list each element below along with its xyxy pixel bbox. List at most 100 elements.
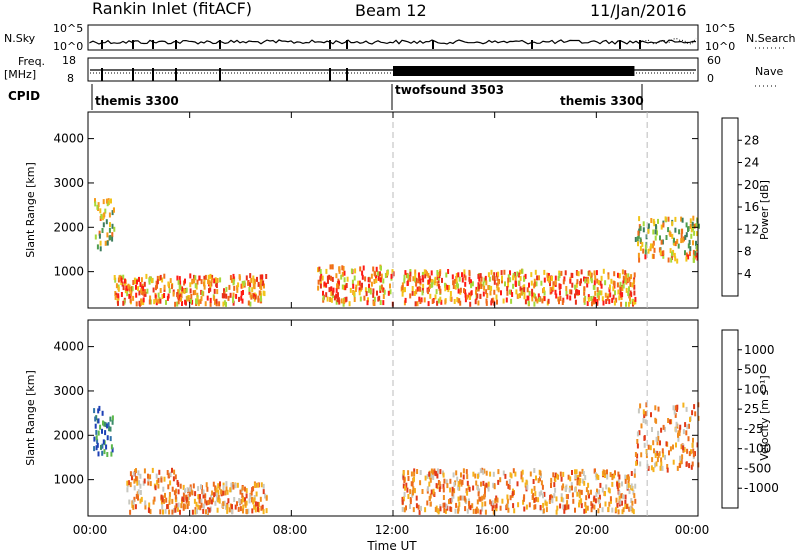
rti-cell — [574, 299, 577, 305]
rti-cell — [598, 290, 601, 296]
rti-cell — [132, 504, 135, 510]
rti-cell — [258, 290, 261, 296]
rti-cell — [690, 449, 692, 455]
rti-cell — [657, 435, 660, 441]
rti-cell — [674, 227, 677, 233]
rti-cell — [652, 243, 654, 249]
rti-cell — [156, 279, 159, 285]
rti-cell — [171, 284, 173, 290]
rti-cell — [390, 273, 393, 279]
rti-cell — [605, 299, 608, 304]
cpid-strip: CPID themis 3300 twofsound 3503 themis 3… — [8, 83, 644, 110]
rti-cell — [252, 486, 255, 492]
rti-cell — [480, 481, 482, 487]
rti-cell — [331, 276, 334, 282]
rti-cell — [242, 290, 244, 295]
rti-cell — [687, 226, 690, 232]
rti-cell — [127, 480, 130, 486]
rti-cell — [503, 269, 506, 275]
rti-cell — [619, 499, 622, 505]
rti-cell — [508, 289, 511, 295]
rti-cell — [577, 479, 580, 485]
rti-cell — [439, 296, 442, 302]
rti-cell — [491, 275, 494, 281]
rti-cell — [688, 451, 691, 457]
rti-cell — [647, 223, 650, 229]
rti-cell — [654, 235, 657, 241]
rti-cell — [532, 292, 535, 298]
rti-cell — [501, 278, 503, 284]
rti-cell — [154, 485, 157, 491]
rti-cell — [171, 498, 174, 504]
rti-cell — [414, 301, 417, 307]
rti-cell — [506, 498, 509, 504]
rti-cell — [446, 483, 449, 489]
x-tick-3: 12:00 — [375, 523, 410, 537]
rti-cell — [472, 471, 475, 477]
rti-cell — [409, 497, 412, 502]
rti-cell — [453, 299, 456, 304]
rti-cell — [136, 476, 139, 482]
rti-cell — [135, 468, 137, 474]
rti-cell — [186, 487, 189, 493]
rti-cell — [156, 275, 159, 281]
rti-cell — [177, 489, 180, 495]
rti-cell — [508, 479, 511, 484]
rti-cell — [372, 300, 375, 306]
rti-cell — [578, 493, 581, 499]
rti-cell — [123, 278, 126, 284]
rti-cell — [99, 424, 102, 430]
nave-label: Nave — [755, 65, 783, 78]
rti-cell — [546, 276, 549, 282]
cpid-segment-2: twofsound 3503 — [395, 83, 504, 97]
rti-cell — [418, 272, 420, 278]
rti-cell — [457, 485, 460, 491]
y-tick-label: 1000 — [53, 473, 84, 487]
rti-cell — [329, 297, 332, 302]
rti-cell — [636, 431, 639, 437]
rti-cell — [430, 468, 433, 474]
rti-cell — [644, 244, 647, 250]
rti-cell — [639, 237, 642, 243]
cpid-segment-3: themis 3300 — [560, 94, 644, 108]
rti-cell — [478, 496, 481, 502]
rti-cell — [172, 508, 175, 514]
rti-cell — [674, 256, 677, 262]
colorbar-tick-label: -500 — [744, 461, 771, 475]
rti-cell — [203, 281, 205, 287]
rti-cell — [604, 473, 606, 478]
rti-cell — [434, 294, 437, 300]
rti-cell — [449, 487, 452, 493]
rti-cell — [196, 279, 199, 285]
rti-cell — [429, 501, 432, 507]
rti-cell — [546, 272, 549, 278]
rti-cell — [502, 470, 505, 476]
rti-cell — [325, 292, 328, 298]
rti-cell — [439, 506, 442, 512]
rti-cell — [593, 495, 596, 501]
rti-cell — [244, 486, 246, 492]
rti-cell — [680, 444, 683, 450]
rti-cell — [585, 505, 588, 511]
rti-cell — [661, 448, 664, 454]
rti-cell — [580, 503, 583, 509]
rti-cell — [252, 275, 255, 281]
rti-cell — [676, 404, 679, 410]
rti-cell — [100, 213, 103, 219]
rti-cell — [336, 297, 339, 303]
rti-cell — [188, 495, 190, 500]
rti-cell — [687, 254, 690, 260]
rti-cell — [330, 286, 333, 292]
rti-cell — [234, 504, 237, 510]
x-tick-6: 00:00 — [675, 523, 710, 537]
freq-left-tick-bottom: 8 — [67, 72, 74, 85]
rti-cell — [219, 277, 222, 283]
rti-cell — [262, 509, 265, 515]
rti-cell — [650, 243, 652, 249]
rti-cell — [93, 436, 96, 442]
rti-cell — [93, 408, 96, 414]
rti-cell — [539, 470, 542, 476]
rti-cell — [330, 297, 333, 303]
rti-cell — [593, 296, 596, 302]
